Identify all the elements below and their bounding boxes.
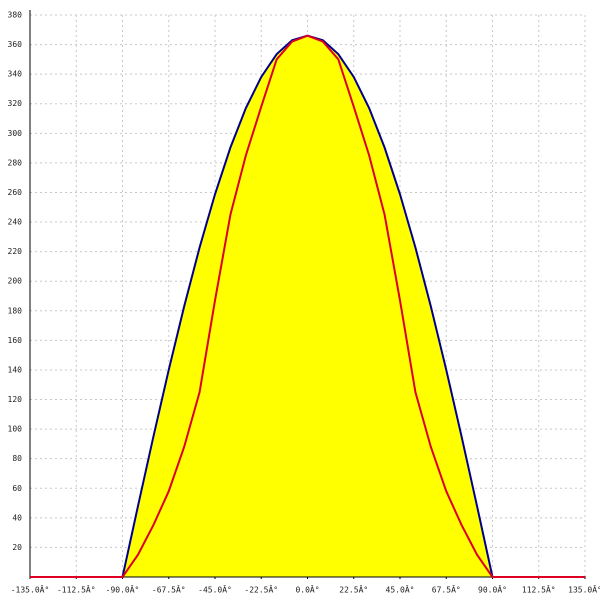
x-tick-label: -22.5Â° xyxy=(244,584,278,595)
x-tick-label: -135.0Â° xyxy=(11,584,50,595)
y-tick-label: 280 xyxy=(8,158,23,167)
y-tick-label: 60 xyxy=(12,484,22,493)
y-tick-label: 340 xyxy=(8,70,23,79)
x-tick-label: -45.0Â° xyxy=(198,584,232,595)
y-tick-label: 40 xyxy=(12,513,22,522)
y-tick-label: 120 xyxy=(8,395,23,404)
y-tick-label: 380 xyxy=(8,11,23,20)
y-tick-label: 360 xyxy=(8,40,23,49)
x-tick-label: 90.0Â° xyxy=(478,584,507,595)
x-tick-label: -67.5Â° xyxy=(152,584,186,595)
line xyxy=(30,34,585,578)
x-tick-label: 45.0Â° xyxy=(386,584,415,595)
x-tick-label: -90.0Â° xyxy=(106,584,140,595)
y-tick-label: 160 xyxy=(8,336,23,345)
x-tick-label: 67.5Â° xyxy=(432,584,461,595)
y-tick-label: 140 xyxy=(8,365,23,374)
y-tick-label: 100 xyxy=(8,425,23,434)
y-tick-label: 260 xyxy=(8,188,23,197)
y-tick-label: 80 xyxy=(12,454,22,463)
y-tick-label: 220 xyxy=(8,247,23,256)
area xyxy=(30,35,585,577)
y-tick-label: 300 xyxy=(8,129,23,138)
y-tick-label: 20 xyxy=(12,543,22,552)
y-tick-label: 240 xyxy=(8,218,23,227)
x-tick-label: 135.0Â° xyxy=(568,584,600,595)
x-tick-label: 112.5Â° xyxy=(522,584,556,595)
x-tick-label: 22.5Â° xyxy=(339,584,368,595)
x-tick-label: 0.0Â° xyxy=(295,584,319,595)
y-tick-label: 200 xyxy=(8,277,23,286)
y-tick-label: 180 xyxy=(8,306,23,315)
y-tick-label: 320 xyxy=(8,99,23,108)
x-tick-label: -112.5Â° xyxy=(57,584,96,595)
